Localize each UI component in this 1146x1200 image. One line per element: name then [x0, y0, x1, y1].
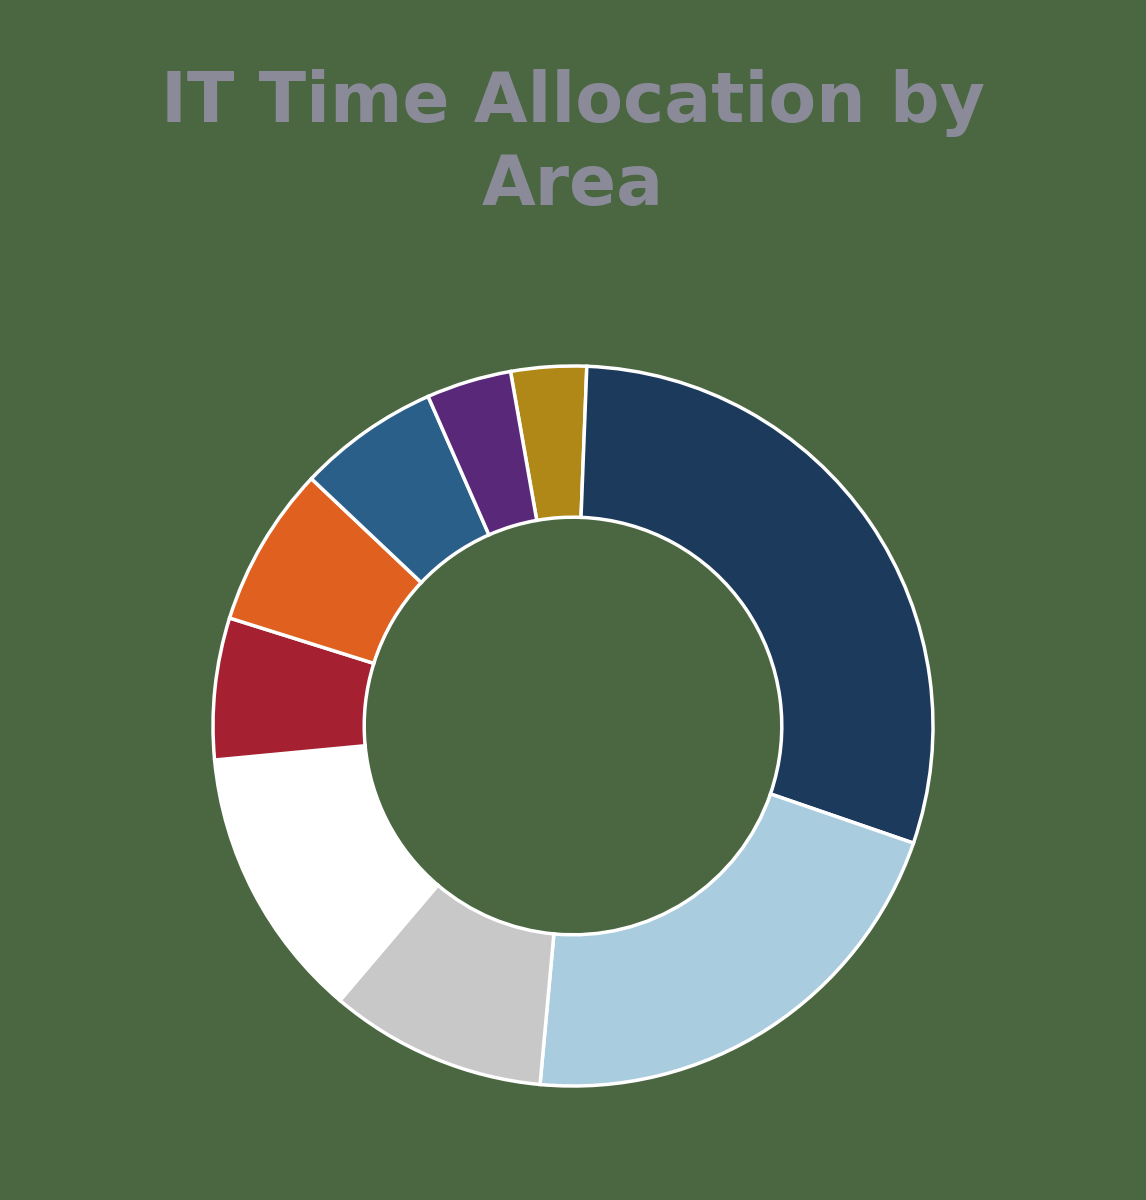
- Wedge shape: [429, 372, 536, 535]
- Wedge shape: [213, 618, 374, 760]
- Wedge shape: [510, 366, 587, 521]
- Wedge shape: [214, 745, 438, 1001]
- Wedge shape: [312, 396, 489, 582]
- Wedge shape: [540, 794, 913, 1086]
- Text: IT Time Allocation by
Area: IT Time Allocation by Area: [162, 68, 984, 220]
- Wedge shape: [229, 479, 422, 664]
- Wedge shape: [340, 886, 554, 1085]
- Wedge shape: [581, 366, 933, 844]
